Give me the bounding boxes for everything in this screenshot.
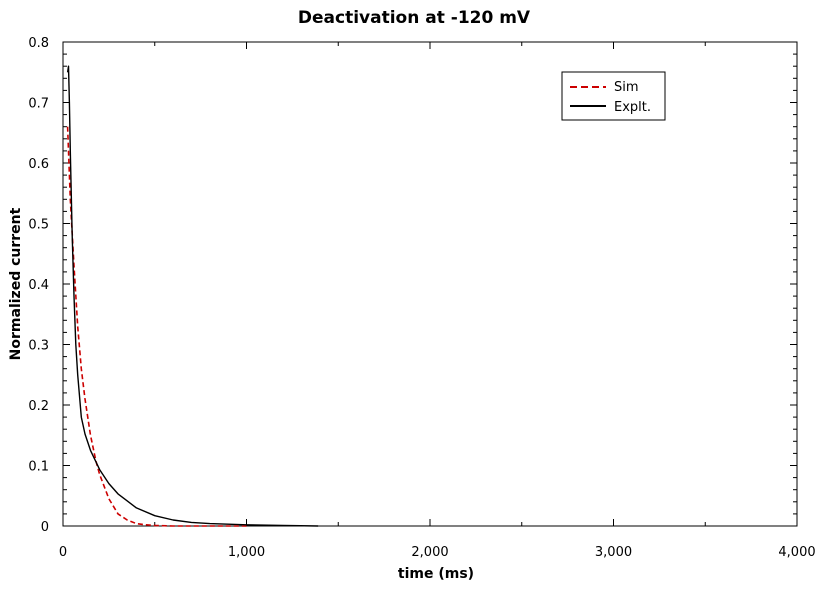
y-tick-label: 0.6 [28,157,49,172]
y-tick-label: 0.3 [28,339,49,354]
legend-box [561,71,666,121]
plot-frame [62,41,798,527]
legend-label-explt: Explt. [614,100,651,115]
y-tick-label: 0.4 [28,278,49,293]
x-tick-label: 4,000 [778,545,815,560]
legend-label-sim: Sim [614,80,639,95]
x-tick-label: 0 [59,545,67,560]
y-tick-label: 0.2 [28,399,49,414]
y-tick-label: 0 [41,520,49,535]
x-tick-label: 3,000 [595,545,632,560]
x-tick-label: 2,000 [411,545,448,560]
x-axis: 0 1,000 2,000 3,000 4,000 [59,42,816,560]
y-tick-label: 0.8 [28,36,49,51]
series-line-explt [66,65,319,527]
minor-ticks [62,41,798,527]
chart-title: Deactivation at -120 mV [298,8,531,28]
y-tick-label: 0.7 [28,97,49,112]
y-axis: 0 0.1 0.2 0.3 0.4 0.5 0.6 0.7 0.8 [28,36,797,535]
series-line-sim [66,126,247,527]
y-axis-label: Normalized current [8,207,24,360]
y-tick-label: 0.1 [28,460,49,475]
y-tick-label: 0.5 [28,218,49,233]
x-axis-label: time (ms) [398,566,474,582]
x-tick-label: 1,000 [228,545,265,560]
legend: Sim Explt. [561,71,666,121]
plot-area [66,65,319,527]
